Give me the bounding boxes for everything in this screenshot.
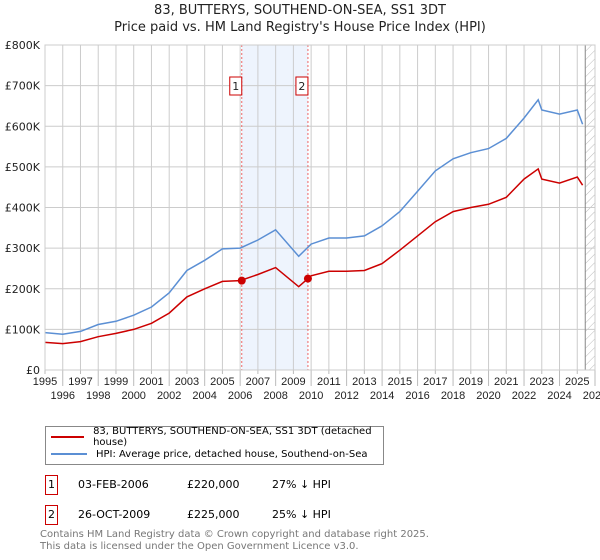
legend-item-hpi: HPI: Average price, detached house, Sout… bbox=[46, 446, 368, 462]
x-tick-label: 2002 bbox=[157, 390, 181, 402]
x-tick-label: 2016 bbox=[405, 390, 429, 402]
x-tick-label: 2018 bbox=[441, 390, 465, 402]
x-tick-label: 2015 bbox=[388, 376, 412, 388]
hpi-line bbox=[44, 98, 584, 336]
x-tick-label: 2022 bbox=[512, 390, 536, 402]
y-tick-label: £400K bbox=[5, 202, 41, 215]
x-tick-label: 2006 bbox=[228, 390, 252, 402]
plot-border bbox=[44, 44, 596, 371]
x-tick-label: 2007 bbox=[246, 376, 270, 388]
sale-point bbox=[303, 274, 312, 283]
property-price-line bbox=[44, 167, 584, 345]
x-tick-label: 2004 bbox=[192, 390, 216, 402]
legend-swatch-blue bbox=[51, 453, 87, 455]
x-tick-label: 2012 bbox=[334, 390, 358, 402]
sale-date: 26-OCT-2009 bbox=[78, 508, 151, 521]
sale-price: £225,000 bbox=[187, 508, 240, 521]
x-tick-label: 2023 bbox=[530, 376, 554, 388]
x-tick-label: 1996 bbox=[50, 390, 74, 402]
chart-subtitle: Price paid vs. HM Land Registry's House … bbox=[114, 20, 486, 35]
y-tick-label: £0 bbox=[26, 364, 40, 377]
x-tick-label: 2001 bbox=[139, 376, 163, 388]
y-tick-label: £700K bbox=[5, 80, 41, 93]
x-tick-label: 2011 bbox=[317, 376, 341, 388]
sale-label-box bbox=[229, 76, 243, 96]
x-tick-label: 1997 bbox=[68, 376, 92, 388]
legend-swatch-red bbox=[51, 436, 85, 438]
sale-date: 03-FEB-2006 bbox=[78, 478, 149, 491]
x-tick-label: 2003 bbox=[175, 376, 199, 388]
sale-diff: 27% ↓ HPI bbox=[272, 478, 331, 491]
y-tick-label: £800K bbox=[5, 39, 41, 52]
x-tick-label: 2019 bbox=[459, 376, 483, 388]
sale-label-box bbox=[295, 76, 309, 96]
footer-copyright: Contains HM Land Registry data © Crown c… bbox=[40, 529, 429, 540]
legend-label: HPI: Average price, detached house, Sout… bbox=[96, 448, 368, 460]
x-tick-label: 1999 bbox=[104, 376, 128, 388]
x-tick-label: 2010 bbox=[299, 390, 323, 402]
legend: 83, BUTTERYS, SOUTHEND-ON-SEA, SS1 3DT (… bbox=[45, 426, 384, 465]
x-tick-label: 2024 bbox=[547, 390, 571, 402]
sale-badge: 1 bbox=[45, 475, 58, 495]
y-tick-label: £500K bbox=[5, 161, 41, 174]
footer: Contains HM Land Registry data © Crown c… bbox=[40, 529, 429, 553]
y-tick-label: £200K bbox=[5, 283, 41, 296]
x-tick-label: 2008 bbox=[263, 390, 287, 402]
x-tick-label: 2026 bbox=[583, 390, 600, 402]
x-tick-label: 1995 bbox=[33, 376, 57, 388]
sale-point bbox=[237, 276, 246, 285]
sale-label: 1 bbox=[232, 80, 239, 93]
plot-area: 1995 1996 1997 1998 1999 2000 2001 2002 2003 2004… bbox=[5, 39, 600, 402]
y-tick-label: £600K bbox=[5, 120, 41, 133]
x-tick-label: 2020 bbox=[476, 390, 500, 402]
x-tick-label: 2005 bbox=[210, 376, 234, 388]
legend-label: 83, BUTTERYS, SOUTHEND-ON-SEA, SS1 3DT (… bbox=[93, 426, 372, 448]
x-tick-label: 2000 bbox=[121, 390, 145, 402]
y-tick-label: £100K bbox=[5, 323, 41, 336]
sale-badge: 2 bbox=[45, 505, 58, 525]
sale-price: £220,000 bbox=[187, 478, 240, 491]
x-tick-label: 2014 bbox=[370, 390, 394, 402]
chart-title: 83, BUTTERYS, SOUTHEND-ON-SEA, SS1 3DT bbox=[154, 3, 446, 18]
x-tick-label: 2013 bbox=[352, 376, 376, 388]
y-tick-label: £300K bbox=[5, 242, 41, 255]
x-tick-label: 2025 bbox=[565, 376, 589, 388]
x-tick-label: 2021 bbox=[494, 376, 518, 388]
x-tick-label: 1998 bbox=[86, 390, 110, 402]
x-tick-label: 2009 bbox=[281, 376, 305, 388]
legend-item-property: 83, BUTTERYS, SOUTHEND-ON-SEA, SS1 3DT (… bbox=[46, 426, 383, 448]
x-tick-label: 2017 bbox=[423, 376, 447, 388]
sale-label: 2 bbox=[298, 80, 305, 93]
footer-licence: This data is licensed under the Open Gov… bbox=[40, 541, 359, 552]
sale-diff: 25% ↓ HPI bbox=[272, 508, 331, 521]
